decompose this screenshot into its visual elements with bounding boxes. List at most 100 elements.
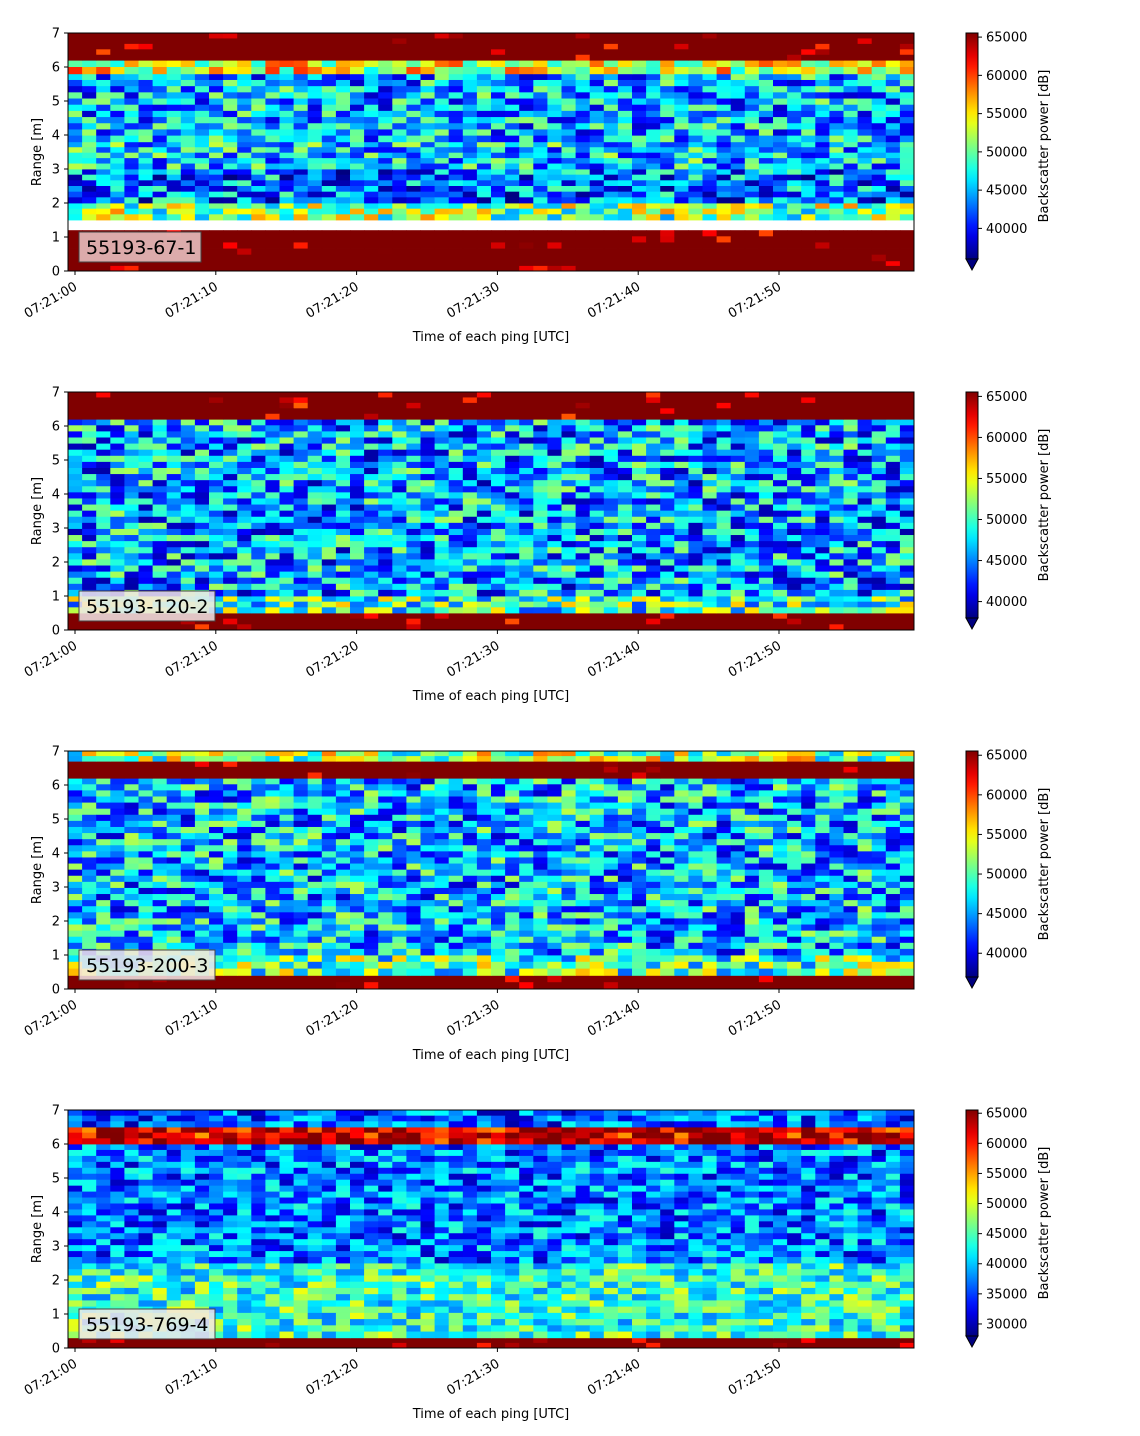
heatmap-cell [547,73,562,81]
heatmap-cell [420,955,435,963]
heatmap-cell [829,236,844,243]
heatmap-cell [251,486,266,493]
heatmap-cell [899,571,915,579]
y-tick-label: 5 [52,454,60,469]
heatmap-cell [519,618,534,625]
heatmap-cell [688,975,703,983]
heatmap-cell [688,141,703,148]
heatmap-cell [533,455,548,463]
heatmap-cell [871,67,887,75]
heatmap-cell [265,480,280,487]
heatmap-cell [857,180,873,187]
heatmap-cell [96,191,111,198]
heatmap-cell [787,431,802,438]
heatmap-cell [82,79,97,87]
heatmap-cell [406,613,421,620]
heatmap-cell [730,169,746,176]
heatmap-cell [885,528,901,536]
heatmap-cell [603,498,619,505]
heatmap-cell [406,248,421,256]
heatmap-cell [688,571,703,579]
heatmap-cell [96,516,111,524]
heatmap-cell [829,982,844,990]
heatmap-cell [688,110,703,118]
heatmap-cell [364,589,379,597]
heatmap-cell [152,618,168,625]
heatmap-cell [773,486,788,493]
heatmap-cell [617,535,633,542]
heatmap-cell [519,413,534,420]
heatmap-cell [110,104,125,112]
heatmap-cell [434,191,450,198]
heatmap-cell [265,522,280,530]
colorbar-extend-arrow [965,258,979,272]
heatmap-cell [773,248,788,256]
heatmap-cell [773,528,788,536]
heatmap-cell [321,408,337,415]
heatmap-cell [124,73,139,81]
heatmap-cell [575,510,591,518]
heatmap-cell [209,613,224,620]
heatmap-cell [674,480,689,487]
heatmap-cell [223,516,238,524]
heatmap-cell [209,504,224,512]
heatmap-cell [406,618,421,625]
heatmap-cell [194,79,210,87]
heatmap-cell [448,975,464,983]
heatmap-cell [688,613,703,620]
heatmap-cell [68,248,83,256]
heatmap-cell [617,553,633,560]
heatmap-cell [871,461,887,469]
heatmap-cell [462,425,478,432]
heatmap-cell [448,242,464,249]
heatmap-cell [871,431,887,438]
heatmap-cell [899,541,915,548]
heatmap-cell [688,443,703,451]
heatmap-cell [660,492,675,499]
heatmap-cell [787,43,802,50]
heatmap-cell [392,254,407,262]
heatmap-cell [787,402,802,409]
heatmap-cell [279,516,294,524]
heatmap-cell [166,461,182,469]
heatmap-cell [335,613,351,620]
heatmap-cell [519,123,534,130]
heatmap-cell [561,104,576,112]
heatmap-cell [420,158,435,164]
heatmap-cell [491,571,506,579]
heatmap-cell [194,180,210,187]
heatmap-cell [646,583,661,591]
heatmap-cell [730,123,746,130]
heatmap-cell [533,541,548,548]
heatmap-cell [603,601,619,608]
heatmap-cell [674,180,689,187]
heatmap-cell [702,437,717,444]
heatmap-cell [575,236,591,243]
heatmap-cell [660,104,675,112]
heatmap-cell [787,486,802,493]
heatmap-cell [561,180,576,187]
heatmap-cell [815,402,830,409]
x-tick-label: 07:21:30 [444,638,502,680]
heatmap-cell [801,547,816,554]
heatmap-cell [350,547,365,554]
heatmap-cell [575,402,591,409]
heatmap-cell [829,510,844,518]
heatmap-cell [392,547,407,554]
heatmap-cell [857,553,873,560]
heatmap-cell [603,480,619,487]
heatmap-cell [321,982,337,990]
heatmap-cell [335,265,351,272]
heatmap-cell [646,577,661,585]
heatmap-cell [899,467,915,475]
heatmap-cell [744,392,760,398]
heatmap-cell [688,596,703,603]
heatmap-cell [152,528,168,536]
heatmap-cell [885,174,901,181]
heatmap-cell [68,504,83,512]
heatmap-cell [364,54,379,61]
heatmap-cell [646,43,661,50]
heatmap-cell [237,135,252,143]
heatmap-cell [857,230,873,237]
heatmap-cell [632,392,647,398]
